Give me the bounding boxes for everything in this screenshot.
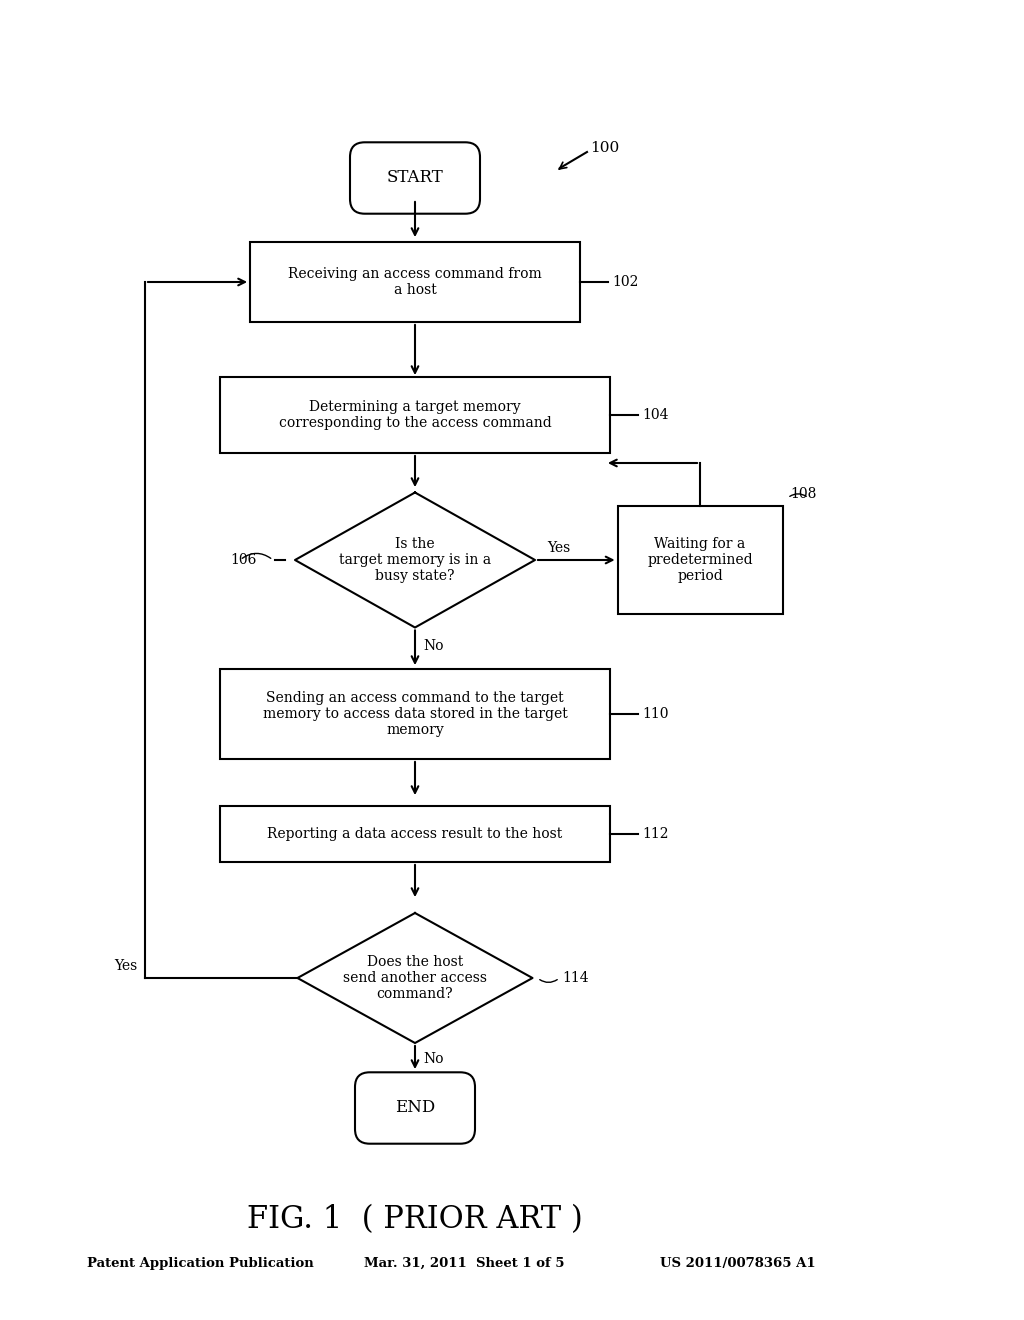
FancyBboxPatch shape bbox=[350, 143, 480, 214]
Text: Mar. 31, 2011  Sheet 1 of 5: Mar. 31, 2011 Sheet 1 of 5 bbox=[364, 1257, 564, 1270]
Text: 114: 114 bbox=[562, 972, 589, 985]
Text: 108: 108 bbox=[791, 487, 817, 502]
Text: US 2011/0078365 A1: US 2011/0078365 A1 bbox=[660, 1257, 816, 1270]
Text: 102: 102 bbox=[612, 275, 638, 289]
Text: END: END bbox=[395, 1100, 435, 1117]
Bar bbox=[220, 378, 610, 453]
Text: Reporting a data access result to the host: Reporting a data access result to the ho… bbox=[267, 828, 562, 841]
Text: 112: 112 bbox=[642, 828, 669, 841]
Text: 104: 104 bbox=[642, 408, 669, 422]
Text: 100: 100 bbox=[590, 141, 620, 154]
Text: Yes: Yes bbox=[114, 960, 137, 973]
Text: FIG. 1  ( PRIOR ART ): FIG. 1 ( PRIOR ART ) bbox=[247, 1204, 583, 1236]
Text: Is the
target memory is in a
busy state?: Is the target memory is in a busy state? bbox=[339, 537, 492, 583]
Bar bbox=[220, 807, 610, 862]
Text: Yes: Yes bbox=[547, 541, 570, 554]
Text: Receiving an access command from
a host: Receiving an access command from a host bbox=[288, 267, 542, 297]
Text: Does the host
send another access
command?: Does the host send another access comman… bbox=[343, 954, 487, 1001]
Text: Patent Application Publication: Patent Application Publication bbox=[87, 1257, 313, 1270]
FancyBboxPatch shape bbox=[355, 1072, 475, 1143]
Text: 110: 110 bbox=[642, 708, 669, 721]
Bar bbox=[250, 242, 580, 322]
Text: Determining a target memory
corresponding to the access command: Determining a target memory correspondin… bbox=[279, 400, 551, 430]
Text: No: No bbox=[423, 1052, 443, 1067]
Text: Waiting for a
predetermined
period: Waiting for a predetermined period bbox=[647, 537, 753, 583]
Text: 106: 106 bbox=[230, 553, 256, 568]
Text: START: START bbox=[387, 169, 443, 186]
Text: No: No bbox=[423, 639, 443, 652]
Text: Sending an access command to the target
memory to access data stored in the targ: Sending an access command to the target … bbox=[262, 690, 567, 737]
Bar bbox=[220, 669, 610, 759]
Bar bbox=[617, 506, 782, 614]
